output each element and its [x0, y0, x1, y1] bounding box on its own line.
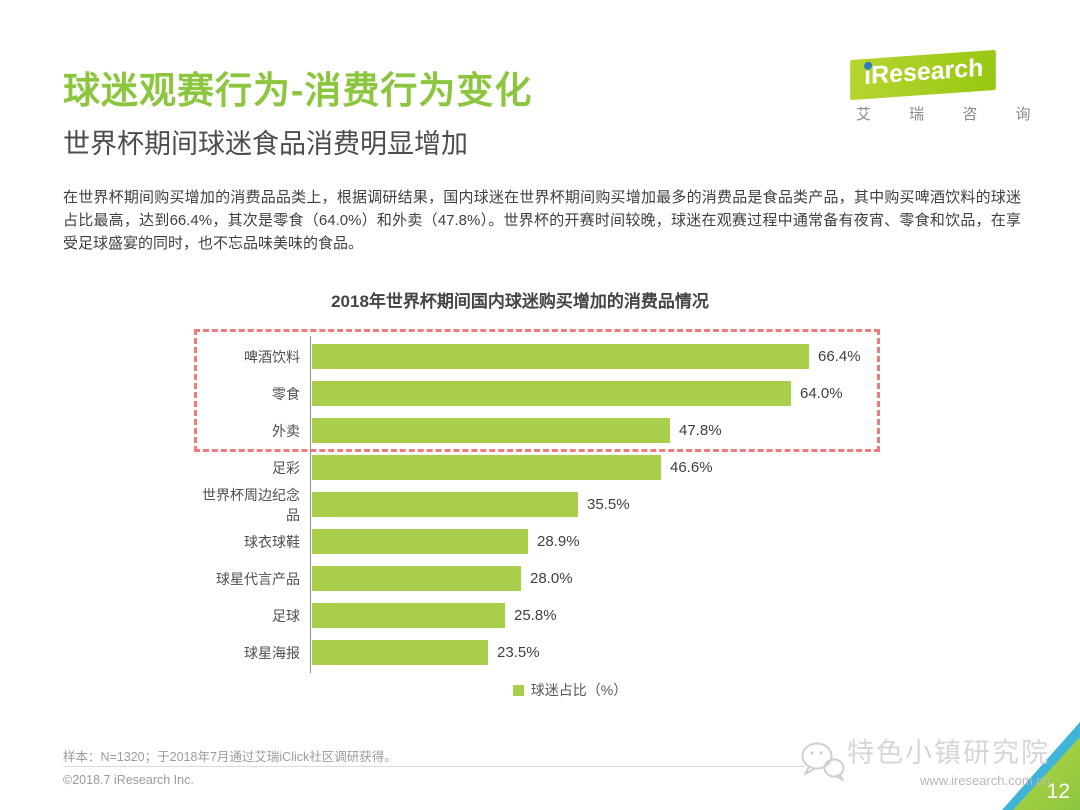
chart-row: 零食 64.0% [195, 375, 885, 412]
bar [312, 418, 670, 443]
bar [312, 381, 791, 406]
chart-rows: 啤酒饮料 66.4% 零食 64.0% 外卖 47.8% 足彩 46.6% 世界杯周边纪念品 35… [195, 338, 885, 671]
bar-value-label: 23.5% [497, 644, 540, 661]
chart-title: 2018年世界杯期间国内球迷购买增加的消费品情况 [331, 292, 709, 311]
bar-category-label: 球星海报 [244, 644, 300, 661]
chart-row: 球星代言产品 28.0% [195, 560, 885, 597]
copyright-text: ©2018.7 iResearch Inc. [63, 773, 194, 787]
bar [312, 640, 488, 665]
bar-category-label: 世界杯周边纪念品 [202, 486, 300, 523]
legend-label: 球迷占比（%） [530, 682, 628, 698]
iresearch-logo: iResearch 艾 瑞 咨 询 [850, 49, 1048, 124]
bar-category-label: 足彩 [272, 459, 300, 476]
bar-value-label: 25.8% [514, 607, 557, 624]
bar-value-label: 47.8% [679, 422, 722, 439]
bar [312, 529, 528, 554]
bar [312, 492, 578, 517]
footer-divider [63, 766, 805, 767]
chart-row: 球衣球鞋 28.9% [195, 523, 885, 560]
bar-value-label: 35.5% [587, 496, 630, 513]
chart-row: 世界杯周边纪念品 35.5% [195, 486, 885, 523]
legend-swatch [512, 684, 524, 696]
bar-category-label: 球衣球鞋 [244, 533, 300, 550]
watermark-text: 特色小镇研究院 [847, 738, 1050, 768]
bar [312, 566, 521, 591]
logo-brand-chinese: 艾 瑞 咨 询 [856, 106, 1048, 123]
chart-row: 球星海报 23.5% [195, 634, 885, 671]
bar-value-label: 28.9% [537, 533, 580, 550]
chart-legend: 球迷占比（%） [195, 680, 945, 700]
website-text: www.iresearch.com.cn [919, 773, 1050, 788]
chart-axis-line [310, 336, 311, 673]
bar [312, 344, 809, 369]
chart-row: 外卖 47.8% [195, 412, 885, 449]
wechat-icon [801, 742, 845, 781]
bar-value-label: 64.0% [800, 385, 843, 402]
chart-row: 啤酒饮料 66.4% [195, 338, 885, 375]
body-paragraph: 在世界杯期间购买增加的消费品品类上，根据调研结果，国内球迷在世界杯期间购买增加最… [63, 189, 1021, 252]
page-title: 球迷观赛行为-消费行为变化 [63, 70, 533, 111]
page-number: 12 [1046, 780, 1070, 803]
bar-category-label: 零食 [272, 385, 300, 402]
page-subtitle: 世界杯期间球迷食品消费明显增加 [63, 129, 468, 159]
bar-value-label: 28.0% [530, 570, 573, 587]
chart-row: 足彩 46.6% [195, 449, 885, 486]
bar [312, 603, 505, 628]
iresearch-logo-flag: iResearch [850, 49, 996, 101]
chart-row: 足球 25.8% [195, 597, 885, 634]
bar-category-label: 球星代言产品 [216, 570, 300, 587]
bar-category-label: 啤酒饮料 [244, 348, 300, 365]
bar-category-label: 足球 [272, 607, 300, 624]
bar [312, 455, 661, 480]
sample-note: 样本：N=1320；于2018年7月通过艾瑞iClick社区调研获得。 [63, 750, 397, 764]
bar-category-label: 外卖 [272, 422, 300, 439]
logo-brand-text: iResearch [864, 53, 984, 91]
bar-value-label: 66.4% [818, 348, 861, 365]
bar-value-label: 46.6% [670, 459, 713, 476]
